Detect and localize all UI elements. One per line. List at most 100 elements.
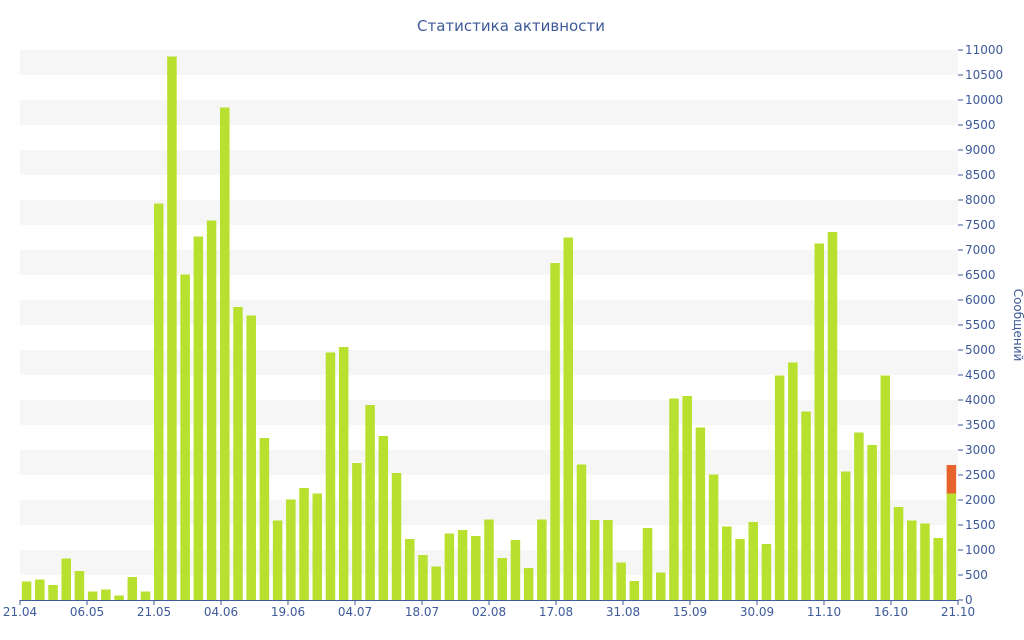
y-tick-label: 8500 <box>965 168 996 182</box>
bar <box>272 520 283 600</box>
y-axis-ticks: 0 500 1000 1500 2000 2500 3000 3500 4000 4500 5000… <box>958 43 1003 607</box>
y-tick-label: 4000 <box>965 393 996 407</box>
bar <box>418 555 428 600</box>
x-tick-label: 06.05 <box>70 605 104 619</box>
x-tick-label: 19.06 <box>271 605 305 619</box>
bar <box>299 488 309 600</box>
bar <box>35 579 45 600</box>
bar <box>695 427 706 600</box>
bar <box>404 539 415 600</box>
y-tick-label: 6500 <box>965 268 996 282</box>
bar <box>114 595 124 600</box>
x-tick-label: 04.06 <box>204 605 238 619</box>
x-tick-label: 04.07 <box>338 605 372 619</box>
bar <box>537 519 547 600</box>
bar <box>338 347 349 600</box>
bar <box>827 232 838 600</box>
y-tick-label: 9500 <box>965 118 996 132</box>
bar <box>457 530 468 600</box>
bar <box>563 237 574 600</box>
bar <box>233 307 243 600</box>
bar <box>180 274 190 600</box>
y-tick-label: 8000 <box>965 193 996 207</box>
bar <box>497 558 507 600</box>
bar <box>510 540 521 600</box>
bar <box>471 536 481 600</box>
y-tick-label: 9000 <box>965 143 996 157</box>
x-tick-label: 21.05 <box>137 605 171 619</box>
bar <box>378 436 389 600</box>
y-tick-label: 4500 <box>965 368 996 382</box>
bar <box>629 581 640 600</box>
bar <box>708 474 719 600</box>
bar <box>920 523 930 600</box>
bar <box>312 493 323 600</box>
bar <box>74 571 85 600</box>
bar <box>550 263 560 600</box>
bar <box>484 519 494 600</box>
bar <box>206 220 217 600</box>
y-tick-label: 10000 <box>965 93 1003 107</box>
y-tick-label: 10500 <box>965 68 1003 82</box>
bar <box>880 375 891 600</box>
bar <box>946 493 957 600</box>
grid-band <box>20 100 958 125</box>
x-tick-label: 15.09 <box>673 605 707 619</box>
bar <box>867 445 877 600</box>
bar <box>193 236 204 600</box>
chart-title: Статистика активности <box>417 17 605 35</box>
x-tick-label: 11.10 <box>807 605 841 619</box>
bar <box>589 520 600 600</box>
bar <box>87 591 98 600</box>
bar <box>21 581 32 600</box>
bar <box>616 562 626 600</box>
bar <box>127 577 138 600</box>
y-tick-label: 2000 <box>965 493 996 507</box>
bar <box>603 520 613 600</box>
bar <box>788 362 798 600</box>
grid-band <box>20 150 958 175</box>
bar <box>893 507 904 600</box>
x-tick-label: 16.10 <box>874 605 908 619</box>
bar <box>391 473 402 600</box>
bar <box>774 375 785 600</box>
bar <box>167 56 177 600</box>
x-axis-ticks: 21.04 06.05 21.05 04.06 19.06 04.07 18.07 02.08… <box>3 600 975 619</box>
bar <box>431 566 441 600</box>
bar <box>735 539 745 600</box>
y-tick-label: 7500 <box>965 218 996 232</box>
x-tick-label: 17.08 <box>539 605 573 619</box>
x-tick-label: 30.09 <box>740 605 774 619</box>
bar <box>761 544 772 600</box>
bar <box>220 107 230 600</box>
bar <box>140 591 151 600</box>
x-tick-label: 21.04 <box>3 605 37 619</box>
x-tick-label: 31.08 <box>606 605 640 619</box>
bar <box>153 203 164 600</box>
bar <box>840 471 851 600</box>
grid-band <box>20 50 958 75</box>
y-tick-label: 5500 <box>965 318 996 332</box>
bar <box>682 396 692 600</box>
y-tick-label: 6000 <box>965 293 996 307</box>
bar <box>642 528 653 600</box>
y-tick-label: 11000 <box>965 43 1003 57</box>
y-tick-label: 5000 <box>965 343 996 357</box>
bar <box>907 520 917 600</box>
y-tick-label: 1500 <box>965 518 996 532</box>
bars-group <box>21 56 957 600</box>
bar <box>286 499 296 600</box>
y-tick-label: 7000 <box>965 243 996 257</box>
bar <box>101 589 111 600</box>
bar <box>61 558 71 600</box>
x-tick-label: 21.10 <box>941 605 975 619</box>
y-tick-label: 500 <box>965 568 988 582</box>
bar <box>748 522 758 600</box>
bar <box>722 526 732 600</box>
bar <box>48 585 58 600</box>
y-axis-label: Сообщений <box>1011 289 1024 362</box>
bar <box>576 464 587 600</box>
bar <box>523 568 534 600</box>
